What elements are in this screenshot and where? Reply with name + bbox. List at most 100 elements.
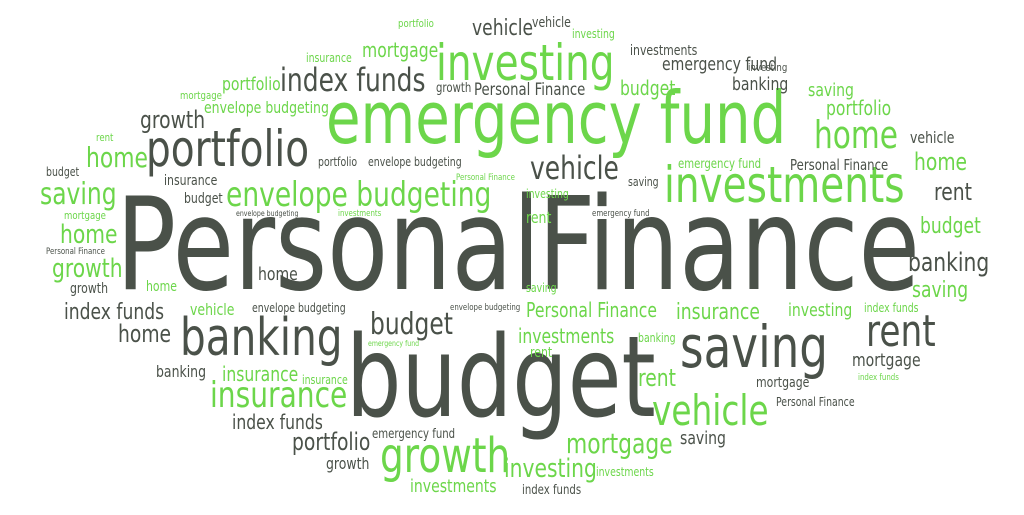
- word-saving: saving: [40, 177, 117, 212]
- word-insurance: insurance: [302, 373, 348, 387]
- word-investments: investments: [518, 324, 615, 348]
- word-investments: investments: [410, 476, 497, 497]
- word-rent: rent: [530, 345, 553, 361]
- word-mortgage: mortgage: [64, 209, 106, 222]
- word-emergency-fund: emergency fund: [662, 54, 778, 75]
- word-vehicle: vehicle: [472, 16, 534, 41]
- word-growth: growth: [52, 254, 123, 284]
- word-emergency-fund: emergency fund: [678, 157, 762, 172]
- word-growth: growth: [140, 106, 206, 134]
- word-home: home: [258, 264, 298, 285]
- word-home: home: [914, 148, 968, 176]
- word-investing: investing: [526, 187, 569, 201]
- word-portfolio: portfolio: [292, 428, 371, 456]
- word-index-funds: index funds: [864, 301, 919, 315]
- word-index-funds-large: index funds: [280, 61, 426, 99]
- word-portfolio-large: portfolio: [146, 120, 310, 178]
- word-investing: investing: [788, 300, 853, 321]
- word-home: home: [146, 279, 177, 295]
- word-saving-large: saving: [680, 313, 829, 381]
- word-investing-large: investing: [436, 34, 615, 92]
- word-envelope-budgeting: envelope budgeting: [450, 303, 521, 313]
- word-insurance: insurance: [676, 300, 760, 325]
- word-mortgage-mid: mortgage: [566, 427, 673, 460]
- word-insurance: insurance: [306, 51, 352, 65]
- word-budget: budget: [620, 76, 676, 100]
- word-investing: investing: [572, 27, 615, 41]
- word-vehicle: vehicle: [190, 300, 235, 319]
- word-index-funds: index funds: [522, 483, 582, 498]
- word-portfolio: portfolio: [826, 96, 892, 120]
- word-emergency-fund: emergency fund: [372, 427, 456, 442]
- word-investing: investing: [504, 454, 597, 484]
- word-finance: Finance: [538, 171, 920, 320]
- word-banking-large: banking: [180, 308, 343, 368]
- word-envelope-budgeting-large: envelope budgeting: [226, 175, 492, 215]
- word-personal-finance: Personal Finance: [474, 80, 586, 100]
- word-budget: budget: [920, 214, 981, 239]
- word-growth: growth: [436, 81, 472, 96]
- word-growth: growth: [326, 454, 370, 473]
- word-vehicle-large: vehicle: [652, 386, 769, 435]
- word-budget-large: budget: [346, 313, 656, 443]
- word-personal-finance: Personal Finance: [776, 395, 855, 409]
- word-rent: home: [86, 141, 148, 174]
- word-personal-finance: Personal Finance: [46, 247, 105, 257]
- word-mortgage: mortgage: [852, 350, 921, 371]
- word-budget: budget: [370, 307, 453, 342]
- word-insurance-large: insurance: [210, 375, 348, 416]
- word-portfolio: portfolio: [318, 155, 358, 169]
- word-personal-finance: Personal Finance: [526, 298, 657, 322]
- word-index-funds: index funds: [232, 410, 323, 434]
- word-budget: budget: [184, 191, 223, 207]
- word-rent: rent: [934, 178, 973, 206]
- word-investments: investments: [338, 209, 382, 219]
- word-saving: saving: [680, 428, 726, 449]
- word-insurance: insurance: [222, 362, 299, 386]
- word-growth-large: growth: [380, 428, 511, 484]
- word-growth: rent: [96, 131, 114, 144]
- word-investments: investments: [630, 43, 698, 59]
- word-mortgage: mortgage: [756, 375, 810, 391]
- word-personal: Personal: [116, 171, 541, 320]
- word-index-funds: index funds: [858, 373, 899, 383]
- word-saving: saving: [912, 278, 969, 303]
- word-envelope-budgeting: envelope budgeting: [204, 98, 329, 117]
- word-emergency-fund: emergency fund: [368, 339, 420, 348]
- word-home-large: home: [814, 113, 899, 157]
- word-envelope-budgeting: envelope budgeting: [236, 209, 299, 218]
- word-index-funds: index funds: [64, 300, 165, 325]
- word-saving: saving: [808, 80, 854, 101]
- word-budget: budget: [46, 165, 80, 179]
- word-vehicle: vehicle: [530, 149, 619, 187]
- word-banking: banking: [732, 74, 789, 95]
- word-mortgage: mortgage: [362, 38, 439, 62]
- word-mortgage: mortgage: [180, 89, 222, 102]
- word-banking: banking: [908, 248, 990, 278]
- word-vehicle: vehicle: [532, 15, 571, 31]
- word-rent-large: rent: [866, 306, 936, 357]
- word-growth: growth: [70, 281, 109, 297]
- word-saving: saving: [628, 175, 659, 189]
- word-portfolio: portfolio: [222, 74, 281, 95]
- word-portfolio: portfolio: [398, 17, 434, 30]
- word-investing: investing: [748, 61, 788, 74]
- word-home: home: [60, 220, 118, 250]
- word-home: home: [118, 320, 172, 348]
- word-investments-large: investments: [664, 156, 905, 214]
- word-vehicle: vehicle: [910, 128, 955, 147]
- word-investments: investments: [596, 465, 654, 479]
- word-personal-finance: Personal Finance: [790, 156, 889, 174]
- word-rent: rent: [526, 208, 552, 227]
- word-emergency-fund: emergency fund: [592, 209, 650, 219]
- word-personal-finance: Personal Finance: [456, 173, 515, 183]
- word-banking: banking: [156, 362, 207, 381]
- word-emergency-fund-large: emergency fund: [326, 76, 787, 160]
- word-envelope-budgeting: envelope budgeting: [252, 301, 346, 315]
- word-saving: saving: [526, 281, 557, 295]
- word-banking: banking: [638, 331, 676, 345]
- word-insurance: insurance: [164, 173, 218, 189]
- word-rent: rent: [638, 364, 677, 392]
- word-envelope-budgeting: envelope budgeting: [368, 155, 462, 169]
